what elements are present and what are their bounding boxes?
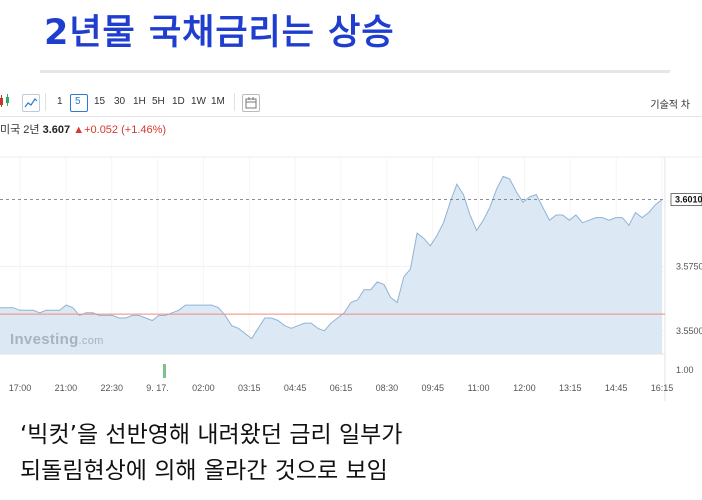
price-line [0, 175, 663, 340]
y-tick-label: 3.5750 [676, 262, 702, 272]
headline-divider [40, 70, 670, 73]
technical-chart-link[interactable]: 기술적 차 [650, 100, 690, 111]
x-tick-label: 02:00 [192, 383, 215, 393]
timeframe-5-selected[interactable] [70, 94, 88, 112]
chart-toolbar: 1 5 15 30 1H 5H 1D 1W 1M 기술적 차 [0, 88, 702, 117]
y-tick-label: 3.5500 [676, 326, 702, 336]
current-price-box [670, 193, 702, 206]
x-tick-label: 12:00 [513, 383, 536, 393]
x-tick-label: 09:45 [421, 383, 444, 393]
toolbar-divider [45, 93, 46, 111]
x-tick-label: 9. 17. [146, 383, 169, 393]
price-chart: 3.6010 3.5500 3.5750 1.00 17:00 21:00 22:3… [0, 156, 702, 401]
area-chart-icon[interactable] [22, 94, 40, 112]
x-tick-label: 17:00 [9, 383, 32, 393]
x-tick-label: 14:45 [605, 383, 628, 393]
timeframe-1[interactable]: 1 [57, 96, 63, 107]
timeframe-1h[interactable]: 1H [133, 96, 146, 107]
x-tick-label: 11:00 [468, 383, 490, 393]
x-tick-label: 16:15 [651, 383, 674, 393]
x-tick-label: 06:15 [330, 383, 353, 393]
price-change-percent: (+1.46%) [121, 124, 167, 136]
price-area-fill [0, 176, 662, 354]
toolbar-divider [234, 93, 235, 111]
up-arrow-icon: ▲ [73, 124, 85, 136]
volume-bar [163, 364, 166, 378]
headline: 2년물 국채금리는 상승 [44, 13, 395, 53]
x-tick-label: 13:15 [559, 383, 582, 393]
x-axis-ticks: 17:00 21:00 22:30 9. 17. 02:00 03:15 04:45 06:1… [9, 383, 674, 393]
chart-widget: 1 5 15 30 1H 5H 1D 1W 1M 기술적 차 미국 2년 3.6… [0, 88, 702, 406]
timeframe-5[interactable]: 5 [75, 96, 81, 107]
investing-logo: Investing.com [10, 331, 104, 348]
x-tick-label: 21:00 [55, 383, 78, 393]
candlestick-icon[interactable] [0, 93, 12, 112]
x-tick-label: 03:15 [238, 383, 261, 393]
caption-line-2: 되돌림현상에 의해 올라간 것으로 보임 [20, 458, 388, 484]
x-tick-label: 04:45 [284, 383, 307, 393]
timeframe-5h[interactable]: 5H [152, 96, 165, 107]
x-tick-label: 22:30 [100, 383, 123, 393]
price-change: +0.052 [84, 124, 119, 136]
x-tick-label: 08:30 [376, 383, 399, 393]
quote-summary: 미국 2년 3.607 ▲+0.052 (+1.46%) [0, 121, 166, 137]
timeframe-15[interactable]: 15 [94, 96, 106, 107]
timeframe-30[interactable]: 30 [114, 96, 126, 107]
calendar-icon[interactable] [242, 94, 260, 112]
last-price: 3.607 [42, 124, 71, 136]
timeframe-1w[interactable]: 1W [191, 96, 206, 107]
caption-line-1: ‘빅컷’을 선반영해 내려왔던 금리 일부가 [20, 422, 403, 448]
volume-tick-label: 1.00 [676, 365, 694, 375]
timeframe-1d[interactable]: 1D [172, 96, 185, 107]
instrument-name: 미국 2년 [0, 124, 40, 136]
current-price-label: 3.6010 [675, 195, 702, 205]
timeframe-1m[interactable]: 1M [211, 96, 225, 107]
